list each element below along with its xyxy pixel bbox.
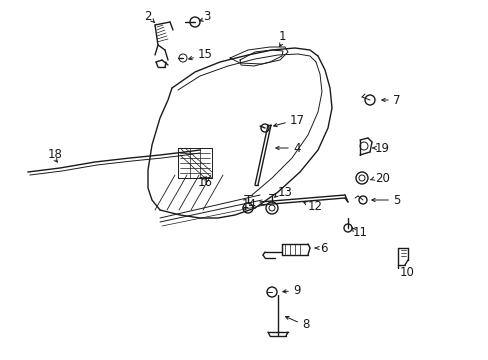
Text: 6: 6 bbox=[319, 242, 327, 255]
Text: 9: 9 bbox=[292, 284, 300, 297]
Text: 13: 13 bbox=[278, 185, 292, 198]
Text: 20: 20 bbox=[374, 171, 389, 184]
Text: 1: 1 bbox=[278, 30, 285, 42]
Text: 15: 15 bbox=[198, 49, 212, 62]
Text: 12: 12 bbox=[307, 199, 323, 212]
Text: 2: 2 bbox=[144, 10, 151, 23]
Text: 16: 16 bbox=[198, 176, 213, 189]
Text: 19: 19 bbox=[374, 141, 389, 154]
Text: 18: 18 bbox=[48, 148, 63, 162]
Text: 3: 3 bbox=[203, 10, 210, 23]
Text: 5: 5 bbox=[392, 194, 400, 207]
Text: 10: 10 bbox=[399, 266, 414, 279]
Text: 4: 4 bbox=[292, 141, 300, 154]
Text: 11: 11 bbox=[352, 225, 367, 238]
Text: 8: 8 bbox=[302, 319, 309, 332]
Text: 14: 14 bbox=[242, 198, 257, 211]
Text: 7: 7 bbox=[392, 94, 400, 107]
Text: 17: 17 bbox=[289, 113, 305, 126]
